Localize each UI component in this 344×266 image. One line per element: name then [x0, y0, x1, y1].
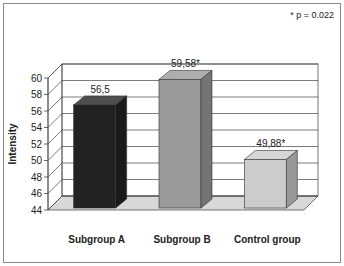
- bar-side: [116, 96, 127, 208]
- tick-mark: [44, 193, 48, 194]
- tick-mark: [44, 177, 48, 178]
- tick-label: 50: [31, 155, 43, 166]
- annotation: * p = 0.022: [290, 10, 334, 20]
- tick-mark: [44, 94, 48, 95]
- bar-side: [201, 70, 212, 208]
- tick-mark: [44, 111, 48, 112]
- tick-label: 58: [31, 89, 43, 100]
- tick-label: 48: [31, 172, 43, 183]
- bar: [74, 105, 116, 208]
- tick-mark: [44, 210, 48, 211]
- bars: [74, 70, 298, 208]
- y-axis-line: [48, 78, 49, 210]
- tick-mark: [44, 144, 48, 145]
- data-label: 59,58*: [171, 58, 200, 69]
- tick-label: 60: [31, 73, 43, 84]
- tick-mark: [44, 127, 48, 128]
- frame: [4, 4, 341, 263]
- chart-container: 44 46 48 50 52 54 56 58 60 Intensity 56,5 Subgroup …: [0, 0, 344, 266]
- bar-side: [286, 150, 297, 208]
- tick-mark: [44, 160, 48, 161]
- tick-label: 46: [31, 188, 43, 199]
- bar: [159, 79, 201, 208]
- tick-label: 56: [31, 106, 43, 117]
- bar: [244, 159, 286, 208]
- data-label: 56,5: [90, 84, 110, 95]
- tick-label: 44: [31, 205, 43, 216]
- y-axis-label: Intensity: [7, 123, 18, 165]
- chart-svg: 44 46 48 50 52 54 56 58 60 Intensity 56,5 Subgroup …: [0, 0, 344, 266]
- tick-mark: [44, 78, 48, 79]
- category-label: Subgroup B: [153, 234, 210, 245]
- category-label: Subgroup A: [68, 234, 125, 245]
- tick-label: 52: [31, 139, 43, 150]
- data-label: 49,88*: [256, 138, 285, 149]
- tick-label: 54: [31, 122, 43, 133]
- category-label: Control group: [234, 234, 301, 245]
